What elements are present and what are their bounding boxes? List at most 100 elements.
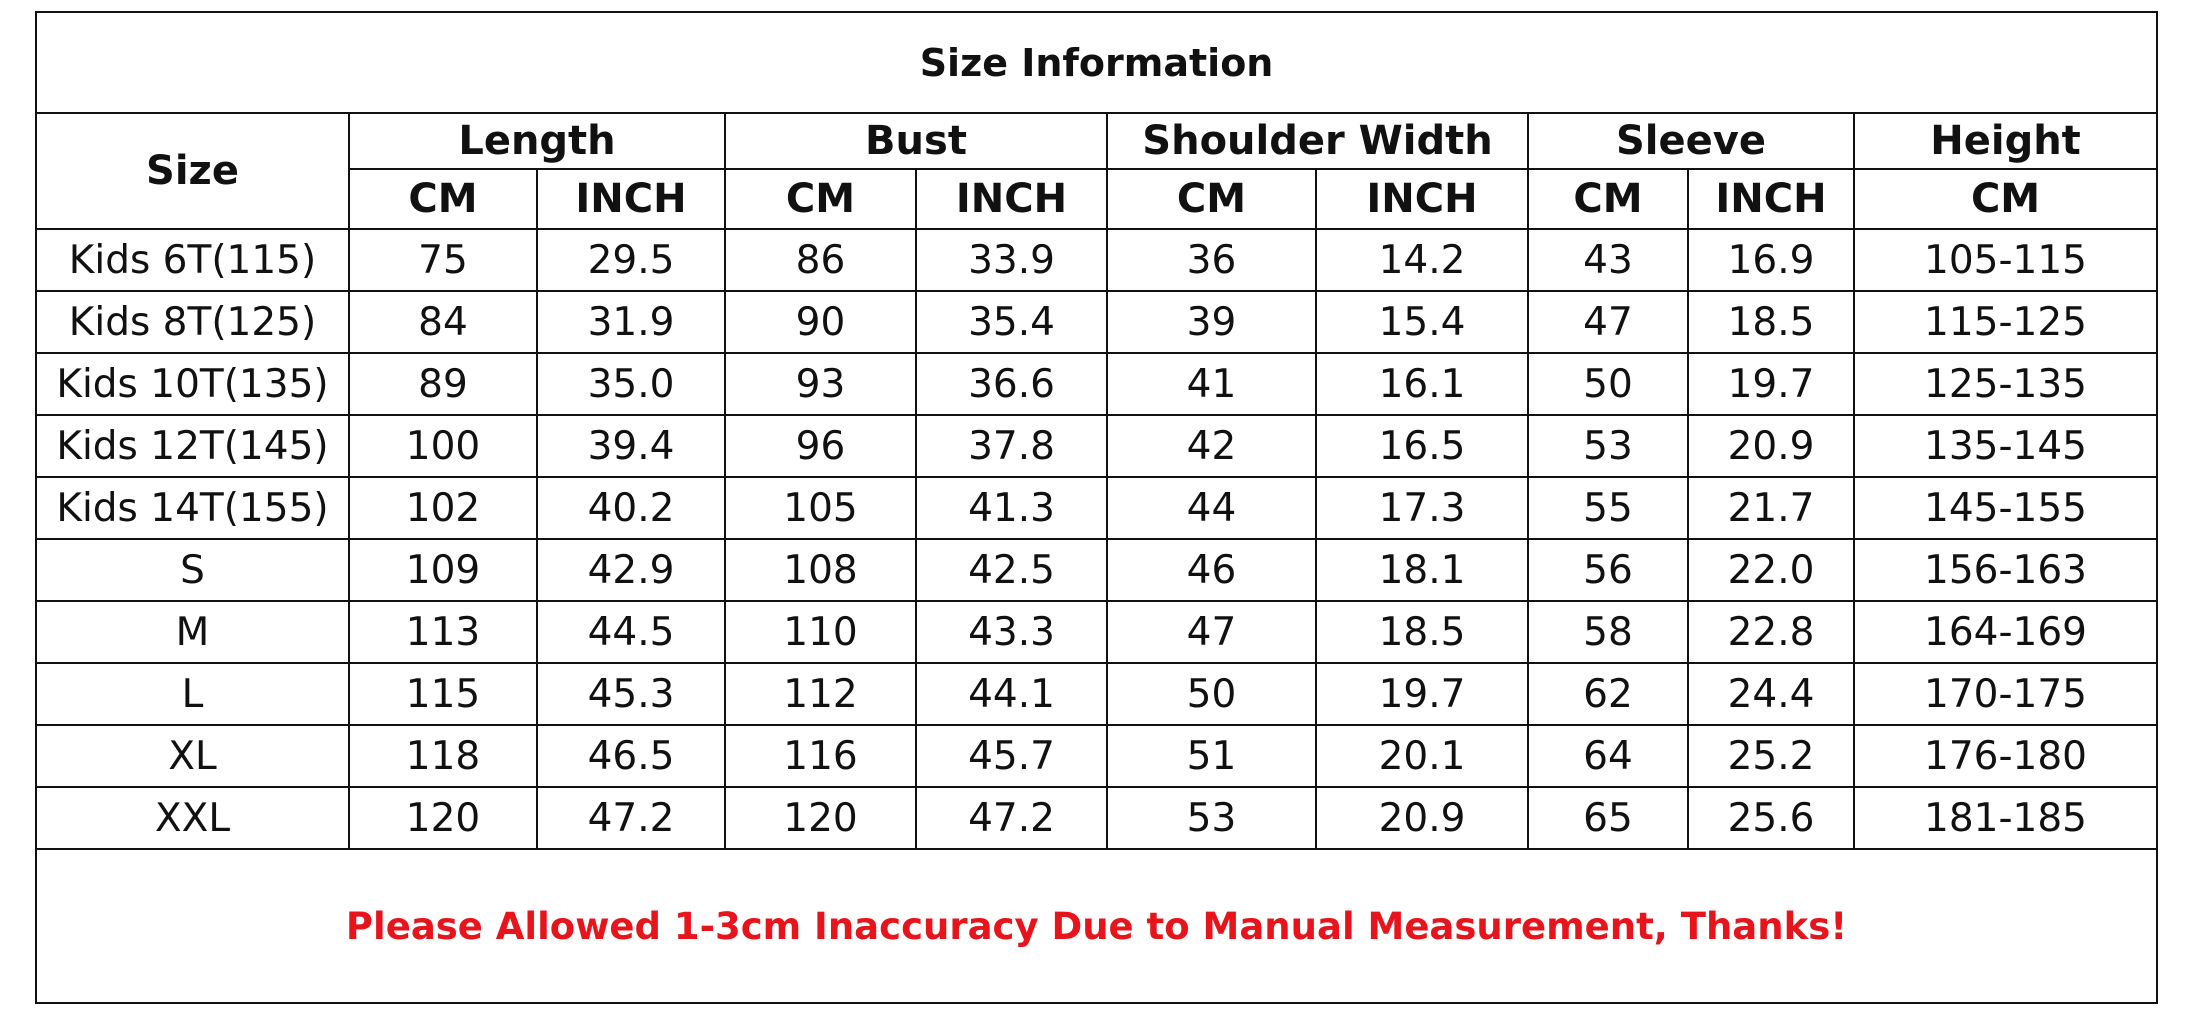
- unit-header: INCH: [915, 168, 1108, 230]
- table-row: Kids 8T(125) 84 31.9 90 35.4 39 15.4 47 18.5 115-…: [35, 290, 2159, 354]
- measurement: 47.2: [915, 786, 1108, 850]
- size-header: Size: [35, 112, 350, 230]
- size-label: S: [35, 538, 350, 602]
- measurement: 164-169: [1852, 600, 2159, 664]
- size-label: Kids 6T(115): [35, 228, 350, 292]
- measurement: 96: [724, 414, 917, 478]
- measurement: 22.8: [1687, 600, 1855, 664]
- measurement: 39: [1106, 290, 1317, 354]
- size-label: L: [35, 662, 350, 726]
- measurement: 120: [724, 786, 917, 850]
- measurement: 170-175: [1852, 662, 2159, 726]
- measurement: 41: [1106, 352, 1317, 416]
- table-body: Size Information Size Length Bust Shoulder W…: [34, 11, 2159, 1004]
- measurement: 20.9: [1687, 414, 1855, 478]
- measurement: 51: [1106, 724, 1317, 788]
- measurement: 22.0: [1687, 538, 1855, 602]
- measurement: 115-125: [1852, 290, 2159, 354]
- group-header: Shoulder Width: [1106, 112, 1529, 170]
- measurement: 20.9: [1315, 786, 1529, 850]
- measurement: 118: [348, 724, 538, 788]
- measurement: 43.3: [915, 600, 1108, 664]
- measurement: 116: [724, 724, 917, 788]
- size-label: Kids 12T(145): [35, 414, 350, 478]
- size-label: Kids 8T(125): [35, 290, 350, 354]
- measurement: 50: [1527, 352, 1689, 416]
- table-row: S 109 42.9 108 42.5 46 18.1 56 22.0 156-163: [35, 538, 2159, 602]
- measurement: 47: [1106, 600, 1317, 664]
- measurement: 115: [348, 662, 538, 726]
- unit-header: INCH: [1315, 168, 1529, 230]
- measurement: 89: [348, 352, 538, 416]
- measurement: 90: [724, 290, 917, 354]
- measurement: 41.3: [915, 476, 1108, 540]
- measurement: 16.9: [1687, 228, 1855, 292]
- measurement: 43: [1527, 228, 1689, 292]
- table-row: XL 118 46.5 116 45.7 51 20.1 64 25.2 176-180: [35, 724, 2159, 788]
- table-row: Kids 10T(135) 89 35.0 93 36.6 41 16.1 50 19.7 125…: [35, 352, 2159, 416]
- measurement: 113: [348, 600, 538, 664]
- table-row: Kids 14T(155) 102 40.2 105 41.3 44 17.3 55 21.7 1…: [35, 476, 2159, 540]
- measurement: 47: [1527, 290, 1689, 354]
- measurement: 45.7: [915, 724, 1108, 788]
- measurement: 176-180: [1852, 724, 2159, 788]
- measurement: 47.2: [536, 786, 726, 850]
- measurement: 156-163: [1852, 538, 2159, 602]
- group-header: Length: [348, 112, 726, 170]
- measurement: 36.6: [915, 352, 1108, 416]
- measurement: 45.3: [536, 662, 726, 726]
- measurement: 29.5: [536, 228, 726, 292]
- measurement: 21.7: [1687, 476, 1855, 540]
- measurement: 62: [1527, 662, 1689, 726]
- measurement: 31.9: [536, 290, 726, 354]
- measurement: 46: [1106, 538, 1317, 602]
- measurement: 181-185: [1852, 786, 2159, 850]
- measurement: 33.9: [915, 228, 1108, 292]
- measurement: 50: [1106, 662, 1317, 726]
- measurement: 65: [1527, 786, 1689, 850]
- measurement: 18.5: [1315, 600, 1529, 664]
- size-table: Size Information Size Length Bust Shoulder W…: [34, 11, 2159, 1004]
- measurement: 105-115: [1852, 228, 2159, 292]
- measurement: 120: [348, 786, 538, 850]
- unit-header: CM: [348, 168, 538, 230]
- measurement: 16.1: [1315, 352, 1529, 416]
- unit-header: CM: [1527, 168, 1689, 230]
- measurement: 25.2: [1687, 724, 1855, 788]
- table-row: Size Length Bust Shoulder Width Sleeve Height: [35, 112, 2159, 230]
- measurement: 44.5: [536, 600, 726, 664]
- unit-header: CM: [1852, 168, 2159, 230]
- measurement: 42: [1106, 414, 1317, 478]
- measurement: 24.4: [1687, 662, 1855, 726]
- unit-header: CM: [724, 168, 917, 230]
- measurement: 40.2: [536, 476, 726, 540]
- measurement: 16.5: [1315, 414, 1529, 478]
- table-row: Size Information: [34, 11, 2159, 114]
- measurement: 93: [724, 352, 917, 416]
- unit-header: INCH: [1687, 168, 1855, 230]
- measurement: 37.8: [915, 414, 1108, 478]
- size-label: M: [35, 600, 350, 664]
- size-label: XXL: [35, 786, 350, 850]
- measurement: 56: [1527, 538, 1689, 602]
- measurement: 39.4: [536, 414, 726, 478]
- size-label: Kids 10T(135): [35, 352, 350, 416]
- measurement: 15.4: [1315, 290, 1529, 354]
- table-row: Please Allowed 1-3cm Inaccuracy Due to M…: [34, 848, 2159, 1004]
- measurement: 135-145: [1852, 414, 2159, 478]
- measurement: 84: [348, 290, 538, 354]
- measurement: 42.5: [915, 538, 1108, 602]
- table-row: Kids 6T(115) 75 29.5 86 33.9 36 14.2 43 16.9 105-…: [35, 228, 2159, 292]
- size-label: XL: [35, 724, 350, 788]
- measurement: 53: [1106, 786, 1317, 850]
- group-header: Bust: [724, 112, 1108, 170]
- measurement: 108: [724, 538, 917, 602]
- measurement: 35.4: [915, 290, 1108, 354]
- measurement: 102: [348, 476, 538, 540]
- measurement: 125-135: [1852, 352, 2159, 416]
- size-label: Kids 14T(155): [35, 476, 350, 540]
- measurement: 19.7: [1315, 662, 1529, 726]
- measurement: 42.9: [536, 538, 726, 602]
- group-header: Height: [1852, 112, 2159, 170]
